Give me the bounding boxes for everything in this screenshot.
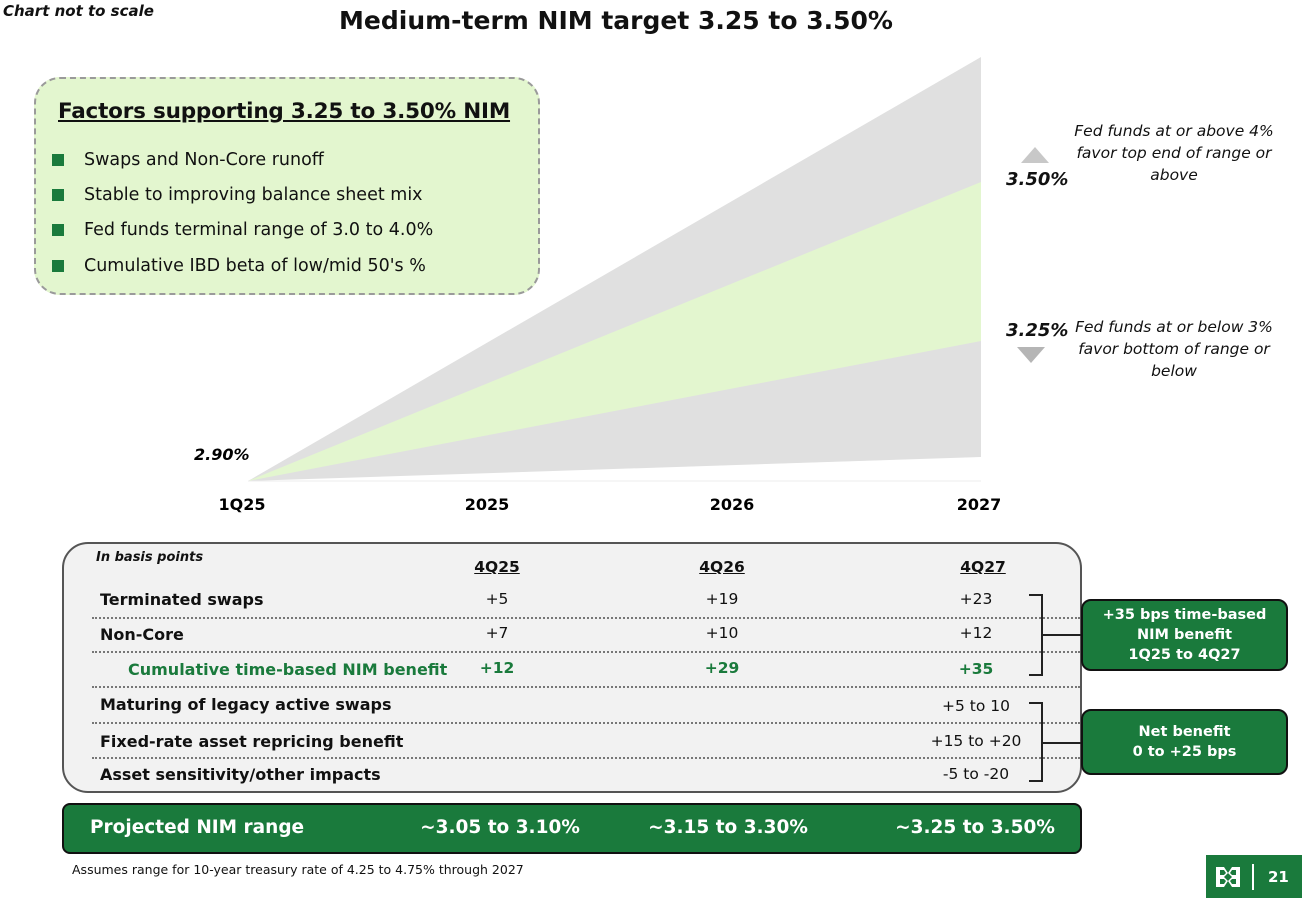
badge-separator (1252, 863, 1254, 890)
bank-logo-icon (1216, 866, 1240, 887)
table-cell: +7 (485, 624, 509, 642)
callout-line: 1Q25 to 4Q27 (1128, 647, 1241, 663)
table-cell-highlight: +29 (704, 659, 740, 677)
time-based-bracket (1029, 594, 1043, 676)
table-cell: +5 to 10 (942, 697, 1010, 715)
factors-list: Swaps and Non-Core runoff Stable to impr… (52, 142, 433, 283)
callout-line: Net benefit (1138, 724, 1231, 740)
table-cell-highlight: +35 (958, 660, 994, 678)
table-cell: +19 (705, 590, 739, 608)
page-number: 21 (1268, 867, 1289, 886)
factor-item: Stable to improving balance sheet mix (52, 177, 433, 212)
chart-x-axis-ticks: 1Q25 2025 2026 2027 (219, 495, 1002, 514)
nim-bridge-table (62, 542, 1082, 793)
callout-line: 0 to +25 bps (1132, 744, 1237, 760)
row-divider (92, 722, 1080, 724)
target-top-note: Fed funds at or above 4% favor top end o… (1074, 122, 1274, 184)
bullet-square-icon (52, 224, 64, 237)
row-divider (92, 757, 1080, 759)
projected-range-value: ~3.05 to 3.10% (420, 817, 580, 838)
table-cell: +5 (485, 590, 509, 608)
factor-text: Fed funds terminal range of 3.0 to 4.0% (84, 220, 434, 241)
target-top-value: 3.50% (1006, 169, 1069, 190)
bullet-square-icon (52, 153, 64, 166)
table-col-header: 4Q26 (699, 558, 745, 576)
net-benefit-bracket (1029, 702, 1043, 782)
callout-line: NIM benefit (1136, 627, 1233, 643)
table-cell: -5 to -20 (942, 765, 1010, 783)
bullet-square-icon (52, 188, 64, 201)
bullet-square-icon (52, 259, 64, 272)
table-row-label: Non-Core (100, 625, 184, 644)
table-cell-highlight: +12 (479, 659, 515, 677)
time-based-callout: +35 bps time-based NIM benefit 1Q25 to 4… (1081, 599, 1288, 671)
row-divider (92, 617, 1080, 619)
net-benefit-callout: Net benefit 0 to +25 bps (1081, 709, 1288, 775)
table-col-header: 4Q27 (960, 558, 1006, 576)
row-divider (92, 651, 1080, 653)
callout-line: +35 bps time-based (1102, 607, 1267, 623)
x-tick-label: 1Q25 (219, 495, 266, 514)
chart-target-range-band (248, 182, 981, 481)
nim-range-chart: 2.90% 1Q25 2025 2026 2027 (194, 57, 1002, 514)
factor-item: Fed funds terminal range of 3.0 to 4.0% (52, 213, 433, 248)
factor-text: Cumulative IBD beta of low/mid 50's % (84, 255, 426, 276)
page-title: Medium-term NIM target 3.25 to 3.50% (339, 6, 893, 35)
target-bottom-note: Fed funds at or below 3% favor bottom of… (1075, 318, 1273, 380)
factors-title: Factors supporting 3.25 to 3.50% NIM (58, 99, 511, 124)
factor-item: Swaps and Non-Core runoff (52, 142, 433, 177)
target-bottom-value: 3.25% (1006, 320, 1069, 341)
x-tick-label: 2027 (957, 495, 1002, 514)
table-row-label: Fixed-rate asset repricing benefit (100, 732, 404, 751)
arrow-up-icon (1021, 147, 1049, 163)
factor-text: Swaps and Non-Core runoff (84, 149, 324, 170)
table-row-label: Asset sensitivity/other impacts (100, 765, 381, 784)
arrow-down-icon (1017, 347, 1045, 363)
table-cell: +12 (959, 624, 993, 642)
factors-panel: Factors supporting 3.25 to 3.50% NIM Swa… (34, 77, 540, 295)
chart-scale-note: Chart not to scale (3, 2, 154, 20)
table-cell: +15 to +20 (930, 732, 1022, 750)
table-col-header: 4Q25 (474, 558, 520, 576)
factor-item: Cumulative IBD beta of low/mid 50's % (52, 248, 433, 283)
x-tick-label: 2026 (710, 495, 755, 514)
brand-badge: 21 (1206, 855, 1302, 898)
table-row-label-highlight: Cumulative time-based NIM benefit (128, 660, 448, 679)
table-units-note: In basis points (96, 550, 204, 565)
time-based-connector (1043, 634, 1083, 636)
projected-range-label: Projected NIM range (90, 817, 305, 838)
projected-range-value: ~3.15 to 3.30% (648, 817, 808, 838)
projected-nim-range-bar: Projected NIM range ~3.05 to 3.10% ~3.15… (62, 803, 1082, 854)
row-divider (92, 686, 1080, 688)
table-cell: +23 (959, 590, 993, 608)
chart-start-value-label: 2.90% (194, 445, 250, 464)
factor-text: Stable to improving balance sheet mix (84, 184, 423, 205)
table-row-label: Maturing of legacy active swaps (100, 695, 392, 714)
table-cell: +10 (705, 624, 739, 642)
table-row-label: Terminated swaps (100, 590, 264, 609)
x-tick-label: 2025 (465, 495, 510, 514)
net-benefit-connector (1043, 742, 1083, 744)
footnote: Assumes range for 10-year treasury rate … (72, 862, 524, 877)
projected-range-value: ~3.25 to 3.50% (895, 817, 1055, 838)
